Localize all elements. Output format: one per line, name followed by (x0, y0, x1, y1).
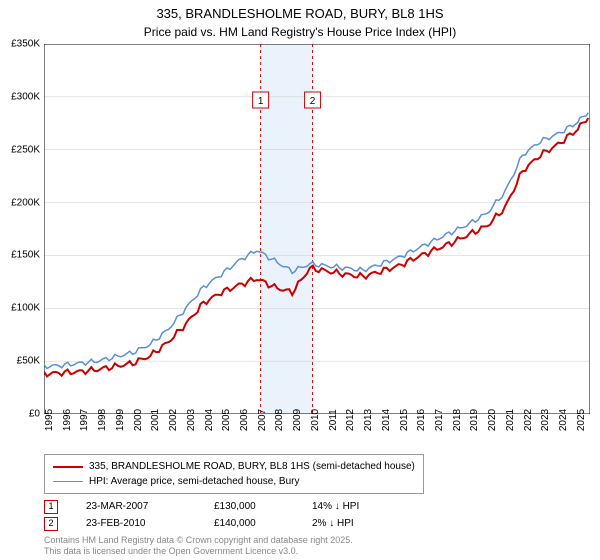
y-tick-label: £200K (0, 197, 40, 208)
legend-label-hpi: HPI: Average price, semi-detached house,… (89, 474, 299, 489)
x-tick-label: 2020 (487, 409, 498, 431)
x-tick-label: 2002 (168, 409, 179, 431)
marker-badge: 2 (44, 517, 58, 531)
y-tick-label: £300K (0, 91, 40, 102)
legend-swatch-property (53, 466, 83, 468)
x-tick-label: 1996 (62, 409, 73, 431)
chart-subtitle: Price paid vs. HM Land Registry's House … (0, 25, 600, 43)
x-tick-label: 1998 (97, 409, 108, 431)
x-tick-label: 2008 (274, 409, 285, 431)
x-tick-label: 2025 (576, 409, 587, 431)
x-tick-label: 2004 (204, 409, 215, 431)
x-tick-label: 2005 (221, 409, 232, 431)
y-tick-label: £0 (0, 409, 40, 420)
data-row: 2 23-FEB-2010 £140,000 2% ↓ HPI (44, 515, 402, 532)
x-tick-label: 2014 (381, 409, 392, 431)
x-tick-label: 2022 (523, 409, 534, 431)
x-tick-label: 2009 (292, 409, 303, 431)
y-tick-label: £50K (0, 356, 40, 367)
x-tick-label: 2013 (363, 409, 374, 431)
svg-text:2: 2 (310, 96, 316, 107)
data-price: £130,000 (214, 498, 284, 515)
chart-title: 335, BRANDLESHOLME ROAD, BURY, BL8 1HS (0, 0, 600, 25)
x-tick-label: 2023 (540, 409, 551, 431)
y-tick-label: £250K (0, 144, 40, 155)
chart-svg: 12 (44, 44, 590, 414)
legend-row-hpi: HPI: Average price, semi-detached house,… (53, 474, 415, 489)
data-date: 23-FEB-2010 (86, 515, 186, 532)
x-tick-label: 2021 (505, 409, 516, 431)
x-tick-label: 2000 (133, 409, 144, 431)
marker-badge: 1 (44, 500, 58, 514)
legend-row-property: 335, BRANDLESHOLME ROAD, BURY, BL8 1HS (… (53, 459, 415, 474)
x-tick-label: 2011 (328, 409, 339, 431)
legend-swatch-hpi (53, 481, 83, 483)
data-row: 1 23-MAR-2007 £130,000 14% ↓ HPI (44, 498, 402, 515)
x-tick-label: 2003 (186, 409, 197, 431)
x-tick-label: 2024 (558, 409, 569, 431)
data-pct: 2% ↓ HPI (312, 515, 402, 532)
footer: Contains HM Land Registry data © Crown c… (44, 535, 353, 558)
x-tick-label: 2007 (257, 409, 268, 431)
x-tick-label: 1995 (44, 409, 55, 431)
data-rows: 1 23-MAR-2007 £130,000 14% ↓ HPI 2 23-FE… (44, 498, 402, 532)
x-tick-label: 2006 (239, 409, 250, 431)
y-tick-label: £100K (0, 303, 40, 314)
x-tick-label: 2019 (469, 409, 480, 431)
y-tick-label: £350K (0, 39, 40, 50)
data-price: £140,000 (214, 515, 284, 532)
footer-line1: Contains HM Land Registry data © Crown c… (44, 535, 353, 547)
data-pct: 14% ↓ HPI (312, 498, 402, 515)
x-tick-label: 2018 (452, 409, 463, 431)
x-tick-label: 2012 (345, 409, 356, 431)
footer-line2: This data is licensed under the Open Gov… (44, 546, 353, 558)
x-tick-label: 2016 (416, 409, 427, 431)
x-tick-label: 2010 (310, 409, 321, 431)
x-tick-label: 2017 (434, 409, 445, 431)
y-tick-label: £150K (0, 250, 40, 261)
legend: 335, BRANDLESHOLME ROAD, BURY, BL8 1HS (… (44, 454, 424, 494)
svg-text:1: 1 (258, 96, 264, 107)
x-tick-label: 1997 (79, 409, 90, 431)
x-tick-label: 2015 (399, 409, 410, 431)
x-tick-label: 1999 (115, 409, 126, 431)
data-date: 23-MAR-2007 (86, 498, 186, 515)
chart-area: 12 £0£50K£100K£150K£200K£250K£300K£350K1… (44, 44, 590, 414)
legend-label-property: 335, BRANDLESHOLME ROAD, BURY, BL8 1HS (… (89, 459, 415, 474)
chart-container: 335, BRANDLESHOLME ROAD, BURY, BL8 1HS P… (0, 0, 600, 560)
x-tick-label: 2001 (150, 409, 161, 431)
